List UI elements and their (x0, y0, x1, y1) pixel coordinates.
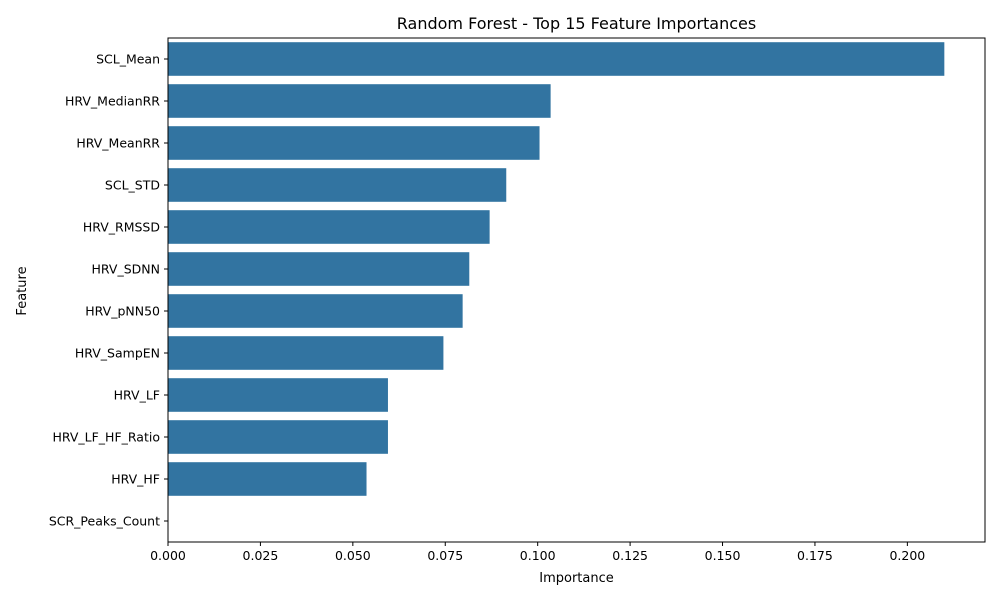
bar-HRV_SDNN (168, 252, 470, 286)
y-tick-label: SCL_Mean (96, 52, 160, 67)
x-tick-label: 0.125 (612, 548, 648, 563)
x-tick-label: 0.000 (150, 548, 186, 563)
bar-HRV_LF_HF_Ratio (168, 420, 388, 454)
chart-title: Random Forest - Top 15 Feature Importanc… (397, 14, 756, 33)
y-tick-label: HRV_SampEN (75, 346, 160, 361)
y-tick-label: HRV_HF (111, 472, 160, 487)
y-tick-label: HRV_pNN50 (85, 304, 160, 319)
y-tick-label: HRV_LF (114, 388, 160, 403)
bar-HRV_SampEN (168, 336, 444, 370)
x-ticks-layer: 0.000 0.025 0.050 0.075 0.100 0.125 0.150 0.175… (150, 542, 925, 563)
y-tick-label: SCL_STD (105, 178, 160, 193)
y-axis-label: Feature (15, 266, 30, 315)
bar-HRV_RMSSD (168, 210, 490, 244)
x-tick-label: 0.150 (705, 548, 741, 563)
x-tick-label: 0.025 (243, 548, 279, 563)
y-tick-label: HRV_MedianRR (65, 94, 160, 109)
bar-HRV_HF (168, 462, 367, 496)
x-tick-label: 0.100 (520, 548, 556, 563)
bar-HRV_MedianRR (168, 84, 551, 118)
y-tick-label: HRV_MeanRR (76, 136, 160, 151)
y-tick-label: SCR_Peaks_Count (49, 514, 160, 529)
bar-SCL_Mean (168, 42, 945, 76)
bars-layer (168, 42, 945, 496)
bar-SCL_STD (168, 168, 507, 202)
x-tick-label: 0.200 (889, 548, 925, 563)
x-tick-label: 0.175 (797, 548, 833, 563)
y-tick-label: HRV_LF_HF_Ratio (52, 430, 160, 445)
x-axis-label: Importance (539, 571, 614, 586)
y-tick-label: HRV_RMSSD (83, 220, 160, 235)
x-tick-label: 0.050 (335, 548, 371, 563)
x-tick-label: 0.075 (427, 548, 463, 563)
y-tick-label: HRV_SDNN (92, 262, 160, 277)
bar-HRV_pNN50 (168, 294, 463, 328)
bar-HRV_MeanRR (168, 126, 540, 160)
bar-HRV_LF (168, 378, 388, 412)
plot-area-frame (167, 37, 986, 543)
y-ticks-layer: SCL_Mean HRV_MedianRR HRV_MeanRR SCL_STD HRV… (49, 52, 168, 529)
